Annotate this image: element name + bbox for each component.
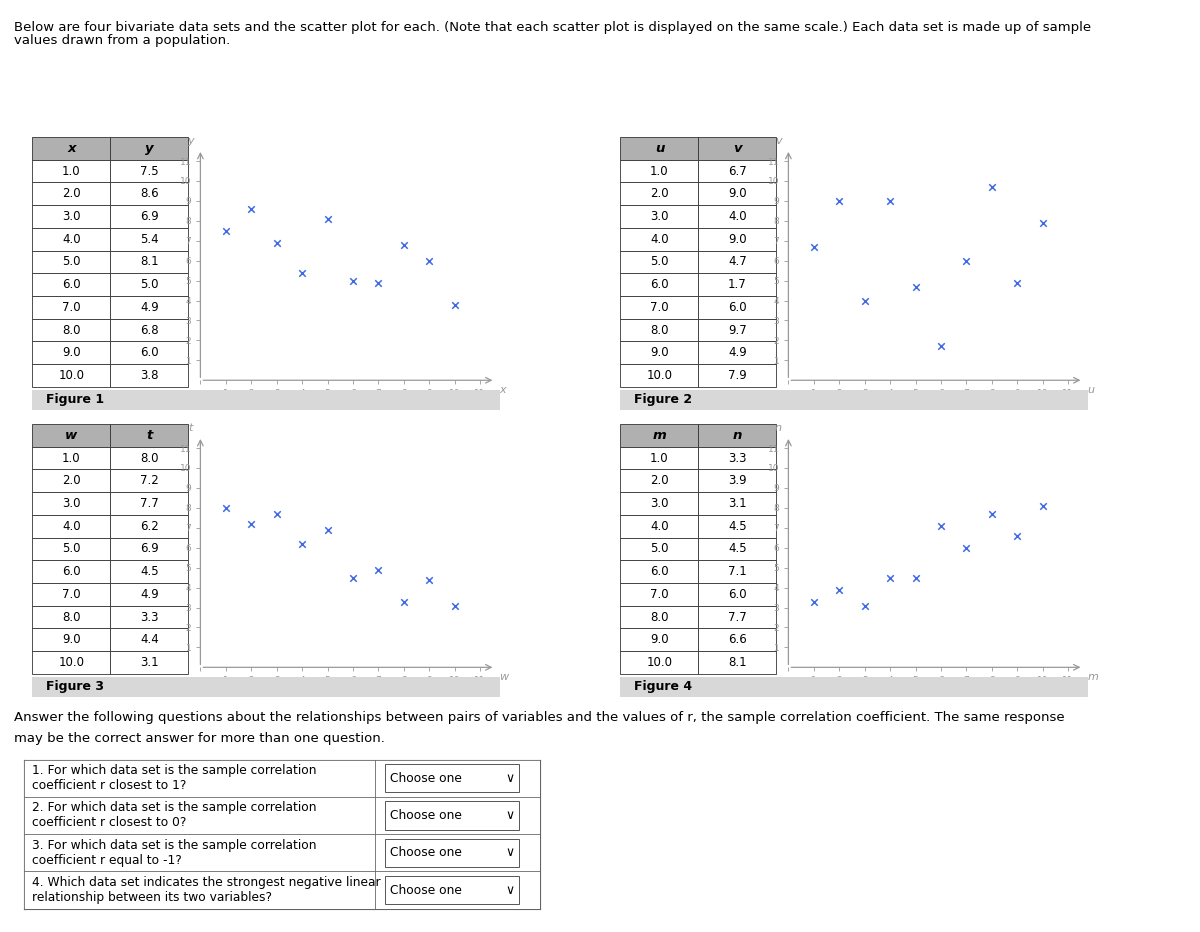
Point xyxy=(829,582,848,597)
Point xyxy=(420,572,439,587)
Text: 4. Which data set indicates the strongest negative linear
relationship between i: 4. Which data set indicates the stronges… xyxy=(31,876,380,904)
Point xyxy=(881,194,900,209)
Point xyxy=(829,194,848,209)
Text: v: v xyxy=(775,136,781,146)
Point xyxy=(856,293,875,308)
Text: Figure 2: Figure 2 xyxy=(635,393,692,406)
Point xyxy=(268,235,287,250)
Bar xyxy=(385,839,520,867)
Bar xyxy=(385,876,520,904)
Point xyxy=(368,275,388,290)
Point xyxy=(931,518,950,533)
Text: Figure 4: Figure 4 xyxy=(635,680,692,693)
Point xyxy=(318,212,337,226)
Point xyxy=(445,598,464,613)
Point xyxy=(368,562,388,577)
Point xyxy=(241,516,260,531)
Point xyxy=(216,224,235,239)
Text: u: u xyxy=(1087,385,1094,395)
Bar xyxy=(385,764,520,792)
Text: ∨: ∨ xyxy=(505,884,515,897)
Text: Choose one: Choose one xyxy=(390,846,462,859)
Text: 2. For which data set is the sample correlation
coefficient r closest to 0?: 2. For which data set is the sample corr… xyxy=(31,802,317,829)
Text: Choose one: Choose one xyxy=(390,884,462,897)
Point xyxy=(216,500,235,515)
Text: 1. For which data set is the sample correlation
coefficient r closest to 1?: 1. For which data set is the sample corr… xyxy=(31,764,317,792)
Point xyxy=(420,254,439,268)
Point xyxy=(293,536,312,551)
Text: Choose one: Choose one xyxy=(390,772,462,785)
Text: Choose one: Choose one xyxy=(390,809,462,822)
Point xyxy=(318,522,337,537)
Text: ∨: ∨ xyxy=(505,772,515,785)
Text: y: y xyxy=(187,136,193,146)
Text: Figure 1: Figure 1 xyxy=(47,393,104,406)
Point xyxy=(293,266,312,281)
Text: Answer the following questions about the relationships between pairs of variable: Answer the following questions about the… xyxy=(14,711,1066,724)
Point xyxy=(931,339,950,354)
Point xyxy=(906,279,925,294)
Bar xyxy=(385,802,520,829)
Point xyxy=(906,570,925,585)
Point xyxy=(956,541,976,555)
Point xyxy=(956,254,976,268)
Point xyxy=(268,506,287,521)
Point xyxy=(982,506,1001,521)
Text: values drawn from a population.: values drawn from a population. xyxy=(14,34,230,48)
Point xyxy=(1008,275,1027,290)
Text: ∨: ∨ xyxy=(505,846,515,859)
Text: ∨: ∨ xyxy=(505,809,515,822)
Point xyxy=(982,180,1001,195)
Text: Below are four bivariate data sets and the scatter plot for each. (Note that eac: Below are four bivariate data sets and t… xyxy=(14,21,1092,34)
Text: Figure 3: Figure 3 xyxy=(47,680,104,693)
Point xyxy=(394,238,413,253)
Text: n: n xyxy=(775,423,781,433)
Point xyxy=(445,297,464,312)
Text: w: w xyxy=(499,672,509,682)
Point xyxy=(1033,499,1052,514)
Point xyxy=(856,598,875,613)
Point xyxy=(1008,528,1027,543)
Point xyxy=(1033,215,1052,230)
Text: m: m xyxy=(1087,672,1098,682)
Text: may be the correct answer for more than one question.: may be the correct answer for more than … xyxy=(14,732,385,745)
Text: 3. For which data set is the sample correlation
coefficient r equal to -1?: 3. For which data set is the sample corr… xyxy=(31,839,317,867)
Point xyxy=(804,594,823,609)
Point xyxy=(394,594,413,609)
Point xyxy=(241,201,260,216)
Text: t: t xyxy=(188,423,192,433)
Point xyxy=(343,570,362,585)
Point xyxy=(343,273,362,288)
Point xyxy=(881,570,900,585)
Text: x: x xyxy=(499,385,505,395)
Point xyxy=(804,240,823,254)
